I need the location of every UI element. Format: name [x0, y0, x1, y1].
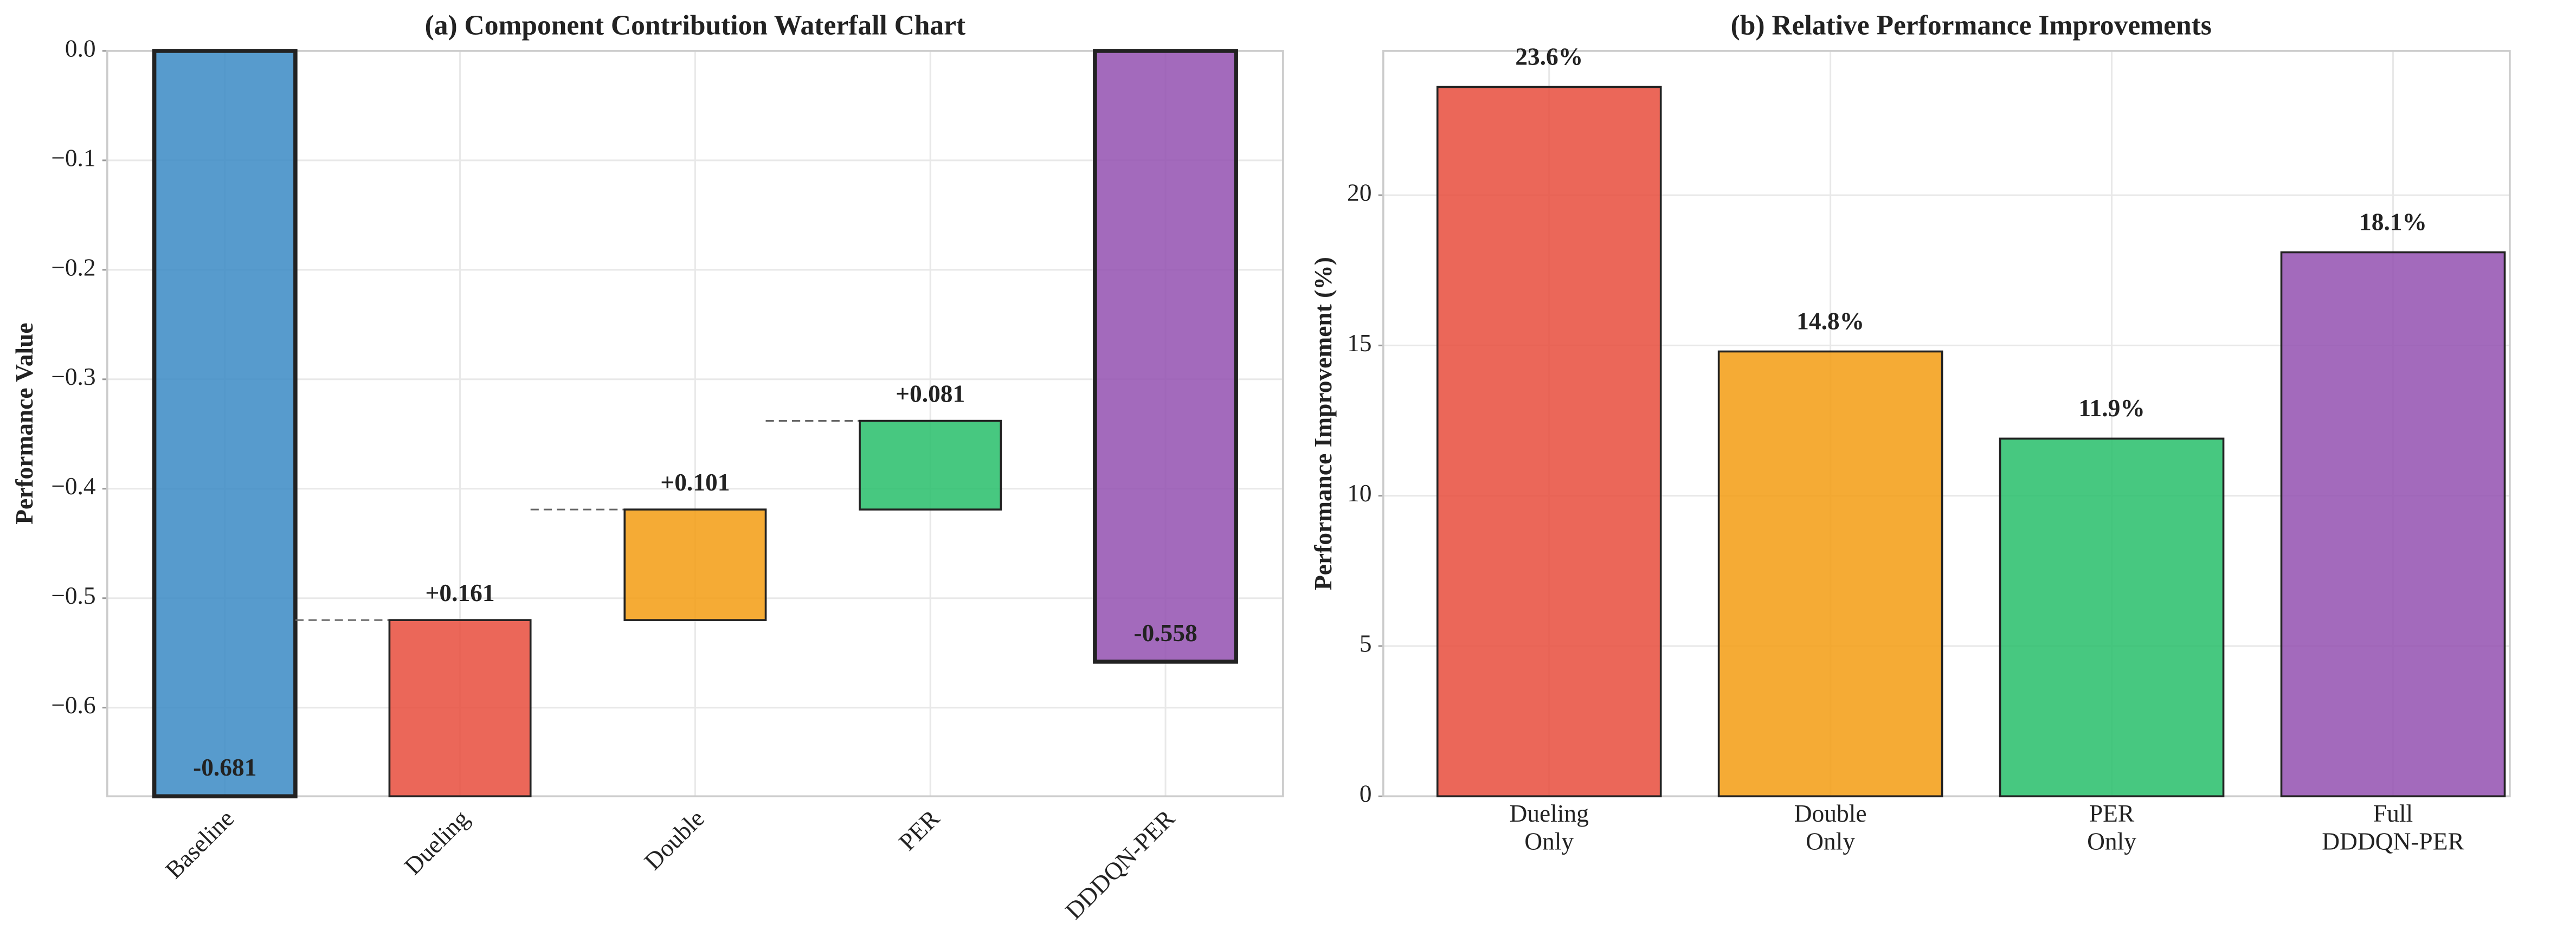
x-tick-label: DDDQN-PER	[2322, 828, 2464, 855]
plot-frame	[1382, 50, 2511, 798]
bar	[2280, 251, 2506, 798]
x-tick-label: PER	[893, 804, 945, 856]
y-tick-label: −0.1	[51, 144, 95, 171]
x-tick-label: Full	[2373, 800, 2413, 827]
y-tick-label: −0.6	[51, 692, 95, 719]
y-tick-label: −0.5	[51, 582, 95, 609]
bar	[859, 419, 1002, 511]
value-label: +0.101	[660, 469, 730, 496]
bar	[1436, 86, 1662, 798]
x-tick-label: Dueling	[1509, 800, 1588, 827]
y-tick-label: 10	[1347, 480, 1371, 507]
x-tick-label: Double	[1794, 800, 1867, 827]
x-tick-label: Dueling	[399, 805, 474, 880]
value-label: 18.1%	[2359, 208, 2427, 235]
value-label: 11.9%	[2078, 395, 2144, 422]
y-tick-label: −0.2	[51, 254, 95, 281]
x-tick-label: Only	[1806, 828, 1855, 855]
value-label: +0.161	[426, 579, 495, 606]
bar	[388, 619, 532, 798]
bar	[1093, 49, 1238, 664]
y-tick-label: 0.0	[65, 35, 96, 62]
y-tick-label: 20	[1347, 179, 1371, 206]
x-tick-label: Only	[1524, 828, 1574, 855]
bar	[1999, 437, 2225, 798]
value-label: 14.8%	[1796, 307, 1864, 334]
value-label: +0.081	[896, 380, 965, 408]
chart-title: (b) Relative Performance Improvements	[1731, 10, 2212, 41]
x-tick-label: PER	[2089, 800, 2135, 827]
plot-frame	[106, 50, 1284, 798]
y-tick-label: 0	[1360, 780, 1372, 808]
x-tick-label: Only	[2087, 828, 2136, 855]
x-tick-label: Double	[639, 805, 710, 875]
y-tick-label: 5	[1360, 630, 1372, 657]
y-tick-label: 15	[1347, 330, 1371, 357]
x-tick-label: Baseline	[160, 805, 239, 884]
y-axis-label: Performance Improvement (%)	[1310, 257, 1337, 590]
y-axis-label: Performance Value	[11, 322, 38, 524]
x-tick-label: DDDQN-PER	[1060, 804, 1180, 924]
value-label: 23.6%	[1515, 43, 1583, 70]
y-tick-label: −0.4	[51, 473, 96, 500]
bar	[152, 49, 298, 799]
value-label: -0.558	[1134, 619, 1197, 647]
chart-title: (a) Component Contribution Waterfall Cha…	[425, 10, 966, 41]
y-tick-label: −0.3	[51, 363, 95, 390]
bar	[623, 508, 767, 621]
bar	[1717, 350, 1943, 798]
value-label: -0.681	[193, 754, 256, 781]
